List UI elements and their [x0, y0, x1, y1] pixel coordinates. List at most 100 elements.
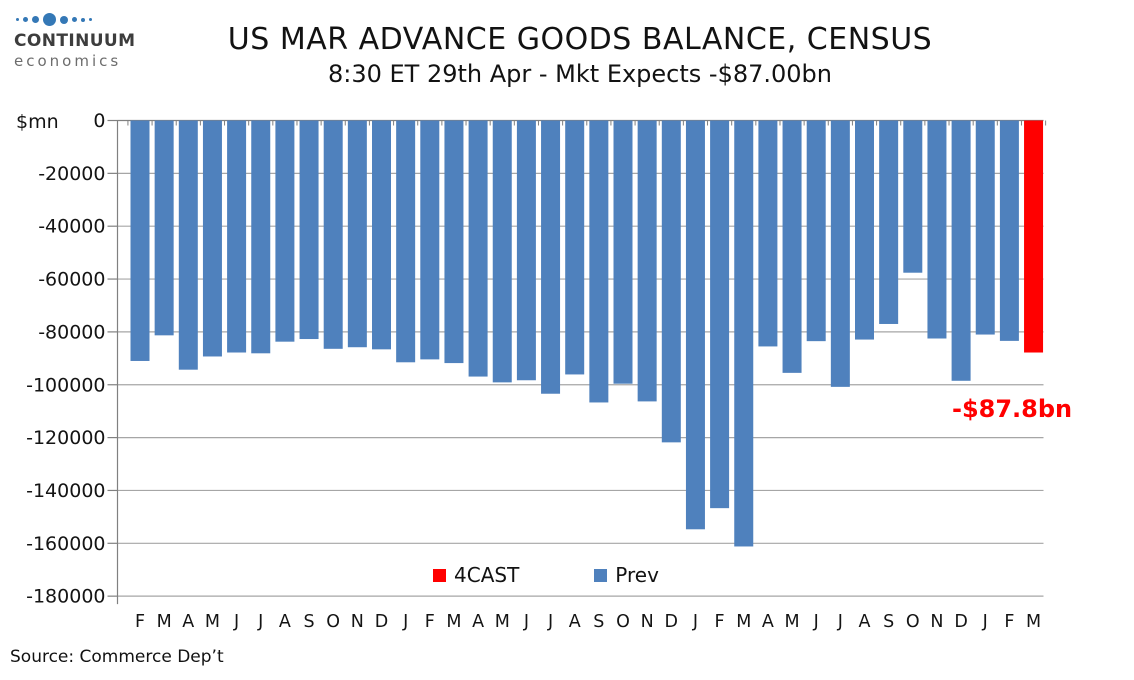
- logo-dot: [16, 18, 19, 21]
- x-tick-label: A: [279, 612, 291, 632]
- logo-dot: [23, 17, 28, 22]
- bar-J-23: [685, 120, 705, 530]
- x-tick-label: S: [593, 612, 604, 632]
- logo-dot: [43, 13, 56, 26]
- x-tick-label: N: [930, 612, 943, 632]
- x-tick-label: J: [257, 612, 263, 632]
- x-tick-label: J: [233, 612, 239, 632]
- bar-J-28: [806, 120, 826, 342]
- x-tick-label: M: [446, 612, 461, 632]
- bar-M-15: [492, 120, 512, 383]
- x-tick-label: J: [982, 612, 988, 632]
- x-tick-label: J: [837, 612, 843, 632]
- bar-D-34: [951, 120, 971, 381]
- x-tick-label: S: [303, 612, 314, 632]
- y-tick-label: -180000: [26, 586, 105, 608]
- bar-F-36: [999, 120, 1019, 341]
- bar-S-7: [299, 120, 319, 340]
- x-tick-label: A: [569, 612, 581, 632]
- x-tick-label: F: [715, 612, 725, 632]
- bar-A-26: [758, 120, 778, 347]
- bar-F-24: [710, 120, 730, 509]
- x-tick-label: M: [157, 612, 172, 632]
- bars: [130, 120, 1044, 547]
- bar-J-11: [396, 120, 416, 363]
- bar-J-17: [541, 120, 561, 394]
- x-tick-label: D: [375, 612, 388, 632]
- y-tick-label: -140000: [26, 480, 105, 502]
- bar-S-19: [589, 120, 609, 403]
- bar-N-9: [347, 120, 367, 348]
- bar-J-29: [830, 120, 850, 387]
- x-tick-label: D: [954, 612, 967, 632]
- bar-M-13: [444, 120, 464, 364]
- bar-A-18: [565, 120, 585, 375]
- legend-item-4cast: 4CAST: [433, 563, 519, 587]
- logo-dot: [72, 17, 77, 22]
- bar-M-3: [202, 120, 222, 357]
- bar-N-33: [927, 120, 947, 339]
- continuum-logo: CONTINUUM economics: [14, 12, 135, 70]
- x-tick-label: M: [495, 612, 510, 632]
- x-tick-label: M: [784, 612, 799, 632]
- x-tick-label: S: [883, 612, 894, 632]
- bar-A-14: [468, 120, 488, 377]
- y-tick-label: -40000: [38, 216, 105, 238]
- y-tick-label: 0: [93, 110, 105, 132]
- source-note: Source: Commerce Dep’t: [10, 647, 224, 667]
- legend-prev-swatch-icon: [594, 568, 608, 582]
- legend-4cast-label: 4CAST: [454, 563, 520, 587]
- bar-forecast-M-37: [1024, 120, 1044, 353]
- bar-O-32: [903, 120, 923, 273]
- x-tick-label: A: [472, 612, 484, 632]
- logo-name: CONTINUUM: [14, 31, 136, 51]
- bar-O-8: [323, 120, 343, 349]
- x-tick-label: J: [547, 612, 553, 632]
- bar-S-31: [879, 120, 899, 324]
- forecast-annotation: -$87.8bn: [952, 395, 1073, 423]
- bar-A-6: [275, 120, 295, 342]
- x-tick-label: J: [402, 612, 408, 632]
- x-tick-label: F: [425, 612, 435, 632]
- x-tick-label: A: [859, 612, 871, 632]
- y-axis-unit-label: $mn: [16, 111, 59, 133]
- bar-F-12: [420, 120, 440, 360]
- bar-F-0: [130, 120, 150, 361]
- legend-4cast-swatch-icon: [433, 568, 446, 582]
- bar-J-4: [227, 120, 247, 353]
- chart-legend: 4CAST Prev: [433, 563, 659, 587]
- y-tick-label: -60000: [38, 269, 105, 291]
- chart-subtitle: 8:30 ET 29th Apr - Mkt Expects -$87.00bn: [327, 60, 833, 88]
- x-tick-label: N: [351, 612, 364, 632]
- x-tick-label: J: [813, 612, 819, 632]
- y-tick-label: -20000: [38, 163, 105, 185]
- bar-A-30: [855, 120, 874, 340]
- logo-dot: [60, 15, 68, 24]
- legend-item-prev: Prev: [594, 563, 659, 587]
- x-tick-label: N: [641, 612, 654, 632]
- chart-title: US MAR ADVANCE GOODS BALANCE, CENSUS: [227, 22, 933, 57]
- bar-D-22: [661, 120, 681, 443]
- x-tick-label: A: [762, 612, 774, 632]
- bar-M-25: [734, 120, 754, 547]
- logo-dot: [89, 18, 92, 21]
- x-tick-label: O: [906, 612, 920, 632]
- x-tick-label: M: [736, 612, 751, 632]
- x-tick-label: O: [616, 612, 630, 632]
- category-ticks: [127, 120, 1047, 126]
- x-tick-label: F: [135, 612, 145, 632]
- logo-dot: [32, 16, 39, 23]
- legend-prev-label: Prev: [615, 563, 659, 587]
- logo-tagline: economics: [14, 52, 122, 70]
- x-tick-label: J: [523, 612, 529, 632]
- x-tick-label: F: [1004, 612, 1014, 632]
- bar-D-10: [372, 120, 391, 350]
- bar-J-16: [516, 120, 536, 381]
- y-tick-label: -100000: [26, 374, 105, 396]
- bar-N-21: [637, 120, 657, 402]
- logo-dot: [81, 17, 85, 22]
- bar-A-2: [178, 120, 198, 370]
- y-tick-label: -120000: [26, 427, 105, 449]
